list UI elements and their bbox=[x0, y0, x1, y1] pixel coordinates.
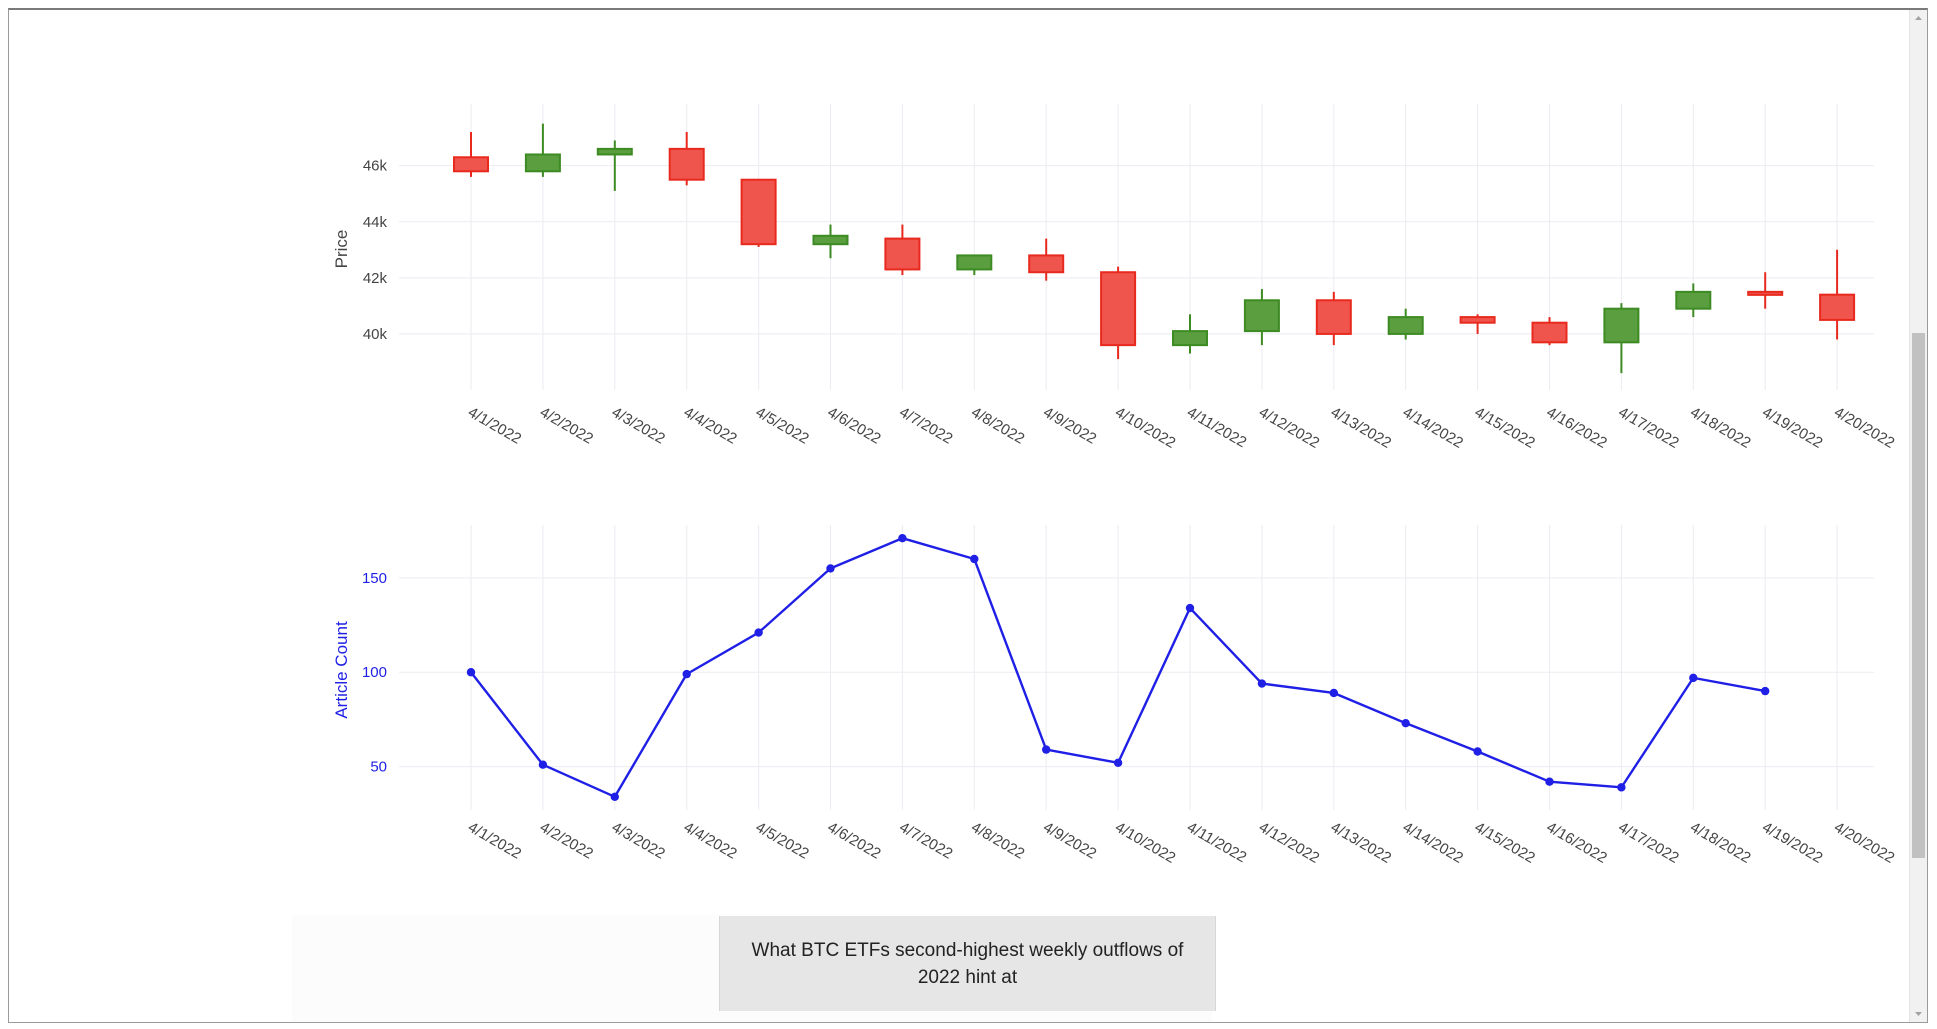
data-point bbox=[1042, 745, 1051, 754]
x-tick-label: 4/4/2022 bbox=[681, 404, 740, 448]
data-point bbox=[1473, 747, 1482, 756]
browser-viewport: 40k 42k 44k 46k Price 4/1/2022 4/2/2022 4/3/202… bbox=[8, 8, 1928, 1023]
scroll-down-arrow-icon[interactable] bbox=[1910, 1006, 1927, 1022]
candle-body bbox=[1387, 316, 1424, 335]
y-tick-label: 150 bbox=[362, 570, 387, 587]
chart-panel-2: 50 100 150 Article Count 4/1/2022 4/2/2022 4/3… bbox=[332, 525, 1897, 867]
candle-body bbox=[524, 153, 561, 173]
scrollbar-thumb[interactable] bbox=[1912, 333, 1925, 858]
data-point bbox=[1257, 679, 1267, 688]
x-tick-label: 4/19/2022 bbox=[1759, 404, 1825, 452]
x-tick-label: 4/13/2022 bbox=[1328, 404, 1394, 452]
candle-body bbox=[1747, 290, 1784, 296]
data-point bbox=[1401, 718, 1410, 728]
x-tick-label: 4/17/2022 bbox=[1615, 819, 1681, 867]
x-tick-label: 4/1/2022 bbox=[465, 404, 524, 448]
x-tick-label: 4/15/2022 bbox=[1472, 404, 1538, 452]
candle-body bbox=[1459, 316, 1496, 324]
x-tick-label: 4/3/2022 bbox=[609, 404, 668, 448]
x-tick-label: 4/19/2022 bbox=[1759, 819, 1825, 867]
x-tick-label: 4/11/2022 bbox=[1184, 404, 1249, 452]
candle-body bbox=[1315, 299, 1352, 335]
candle-body bbox=[1603, 307, 1640, 344]
candle-body bbox=[812, 234, 849, 246]
candle-body bbox=[1172, 330, 1208, 347]
data-point bbox=[754, 628, 763, 637]
y-tick-label: 50 bbox=[370, 759, 387, 776]
chart-area: 40k 42k 44k 46k Price 4/1/2022 4/2/2022 4/3/202… bbox=[332, 104, 1897, 867]
candle-body bbox=[1819, 293, 1856, 321]
x-tick-label: 4/16/2022 bbox=[1544, 819, 1610, 867]
data-point bbox=[466, 668, 476, 677]
candle-body bbox=[740, 178, 777, 246]
x-tick-label: 4/18/2022 bbox=[1687, 404, 1753, 452]
candle-body bbox=[884, 237, 921, 271]
x-tick-label: 4/8/2022 bbox=[968, 404, 1027, 448]
x-tick-label: 4/5/2022 bbox=[753, 819, 812, 863]
x-tick-label: 4/11/2022 bbox=[1184, 819, 1249, 867]
x-tick-label: 4/7/2022 bbox=[896, 819, 955, 863]
y-axis-title-price: Price bbox=[332, 230, 351, 269]
x-tick-label: 4/1/2022 bbox=[465, 819, 524, 863]
y-tick-label: 40k bbox=[363, 326, 388, 343]
x-tick-label: 4/18/2022 bbox=[1687, 819, 1753, 867]
candle-body bbox=[1100, 271, 1137, 347]
data-point bbox=[826, 564, 835, 573]
x-tick-label: 4/15/2022 bbox=[1472, 819, 1538, 867]
candle-body bbox=[1243, 299, 1280, 333]
x-tick-label: 4/10/2022 bbox=[1112, 819, 1178, 867]
data-point bbox=[1185, 603, 1195, 613]
x-tick-label: 4/14/2022 bbox=[1400, 404, 1466, 452]
scroll-up-arrow-icon[interactable] bbox=[1910, 10, 1927, 26]
data-point bbox=[610, 792, 619, 801]
x-tick-label: 4/16/2022 bbox=[1544, 404, 1610, 452]
x-tick-label: 4/4/2022 bbox=[681, 819, 740, 863]
x-tick-label: 4/9/2022 bbox=[1040, 819, 1099, 863]
data-point bbox=[1689, 673, 1698, 683]
candle-body bbox=[668, 147, 705, 181]
data-point bbox=[1761, 686, 1770, 696]
y-tick-label: 44k bbox=[363, 214, 388, 231]
x-tick-label: 4/10/2022 bbox=[1112, 404, 1178, 452]
y-tick-label: 46k bbox=[363, 158, 388, 175]
data-point bbox=[682, 669, 691, 679]
x-tick-label: 4/20/2022 bbox=[1831, 404, 1897, 452]
x-tick-label: 4/17/2022 bbox=[1615, 404, 1681, 452]
candle-body bbox=[453, 156, 489, 173]
y-tick-label: 100 bbox=[362, 664, 387, 681]
article-title[interactable]: What BTC ETFs second-highest weekly outf… bbox=[719, 916, 1216, 1011]
x-tick-label: 4/20/2022 bbox=[1831, 819, 1897, 867]
x-tick-label: 4/6/2022 bbox=[825, 819, 884, 863]
candle-body bbox=[596, 147, 633, 156]
x-tick-label: 4/13/2022 bbox=[1328, 819, 1394, 867]
x-tick-label: 4/2/2022 bbox=[537, 819, 596, 863]
data-point bbox=[970, 554, 979, 564]
candle-body bbox=[1531, 321, 1568, 344]
x-tick-label: 4/7/2022 bbox=[896, 404, 955, 448]
vertical-scrollbar[interactable] bbox=[1909, 10, 1927, 1022]
data-point bbox=[538, 760, 548, 769]
data-point bbox=[1329, 688, 1339, 698]
y-tick-label: 42k bbox=[363, 270, 388, 287]
y-axis-title-article-count: Article Count bbox=[332, 621, 351, 719]
x-tick-label: 4/2/2022 bbox=[537, 404, 596, 448]
candle-body bbox=[1675, 290, 1712, 310]
x-tick-label: 4/9/2022 bbox=[1040, 404, 1099, 448]
chart-panel-1: 40k 42k 44k 46k Price 4/1/2022 4/2/2022 4/3/202… bbox=[332, 104, 1897, 452]
x-tick-label: 4/3/2022 bbox=[609, 819, 668, 863]
data-point bbox=[1617, 783, 1626, 792]
data-point bbox=[898, 534, 907, 543]
data-point bbox=[1545, 777, 1554, 786]
candle-body bbox=[1028, 254, 1065, 274]
x-tick-label: 4/5/2022 bbox=[753, 404, 812, 448]
candle-body bbox=[956, 254, 993, 271]
x-tick-label: 4/6/2022 bbox=[825, 404, 884, 448]
data-point bbox=[1113, 758, 1123, 768]
x-tick-label: 4/8/2022 bbox=[968, 819, 1027, 863]
x-tick-label: 4/12/2022 bbox=[1256, 404, 1322, 452]
x-tick-label: 4/14/2022 bbox=[1400, 819, 1466, 867]
x-tick-label: 4/12/2022 bbox=[1256, 819, 1322, 867]
